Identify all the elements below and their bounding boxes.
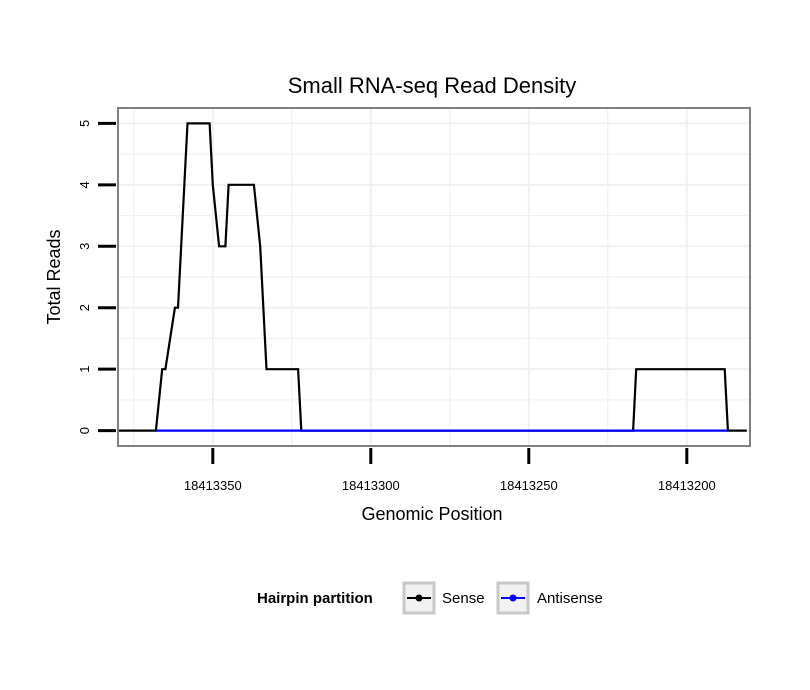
y-tick-label: 3: [77, 243, 92, 250]
series-line-sense: [118, 122, 747, 432]
x-axis: 18413350 18413300 18413250 18413200: [184, 448, 716, 493]
y-tick-label: 2: [77, 304, 92, 311]
chart-title: Small RNA-seq Read Density: [288, 73, 577, 98]
x-tick-label: 18413250: [500, 478, 558, 493]
y-tick-label: 4: [77, 181, 92, 188]
x-tick-label: 18413200: [658, 478, 716, 493]
plot-area: [117, 107, 751, 447]
legend-point-sense: [415, 594, 423, 602]
x-tick-label: 18413350: [184, 478, 242, 493]
legend-point-antisense: [509, 594, 517, 602]
series-group: [118, 122, 747, 432]
y-axis-title: Total Reads: [44, 229, 64, 324]
y-tick-label: 5: [77, 120, 92, 127]
legend-item-sense: Sense: [402, 581, 485, 615]
legend-item-antisense: Antisense: [496, 581, 603, 615]
legend-label-sense: Sense: [442, 590, 485, 607]
plot-border: [117, 107, 751, 447]
y-tick-label: 1: [77, 366, 92, 373]
y-axis: 0 1 2 3 4 5: [77, 120, 116, 434]
y-tick-label: 0: [77, 427, 92, 434]
legend-label-antisense: Antisense: [537, 590, 603, 607]
x-tick-label: 18413300: [342, 478, 400, 493]
legend-title: Hairpin partition: [257, 590, 373, 607]
legend: Hairpin partition Sense Antisense: [257, 581, 603, 615]
x-axis-title: Genomic Position: [361, 504, 502, 524]
